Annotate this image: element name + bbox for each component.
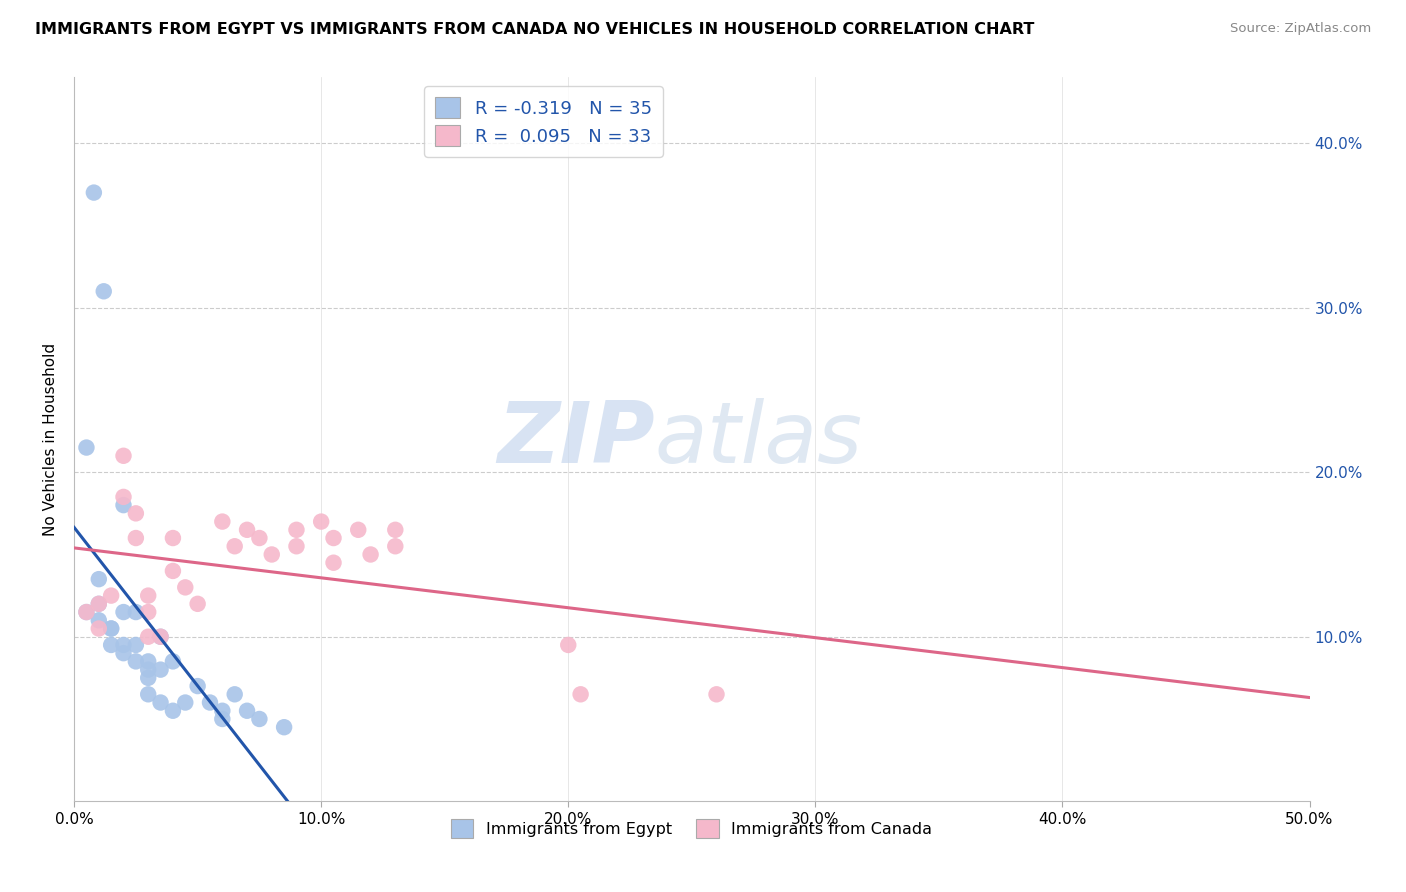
Point	[100, 622, 122, 636]
Point	[162, 654, 184, 668]
Point	[187, 597, 209, 611]
Point	[93, 285, 115, 299]
Point	[706, 687, 728, 701]
Point	[75, 605, 97, 619]
Point	[162, 564, 184, 578]
Point	[309, 515, 332, 529]
Point	[136, 589, 159, 603]
Y-axis label: No Vehicles in Household: No Vehicles in Household	[44, 343, 58, 536]
Point	[236, 523, 259, 537]
Point	[384, 523, 406, 537]
Point	[112, 646, 135, 660]
Point	[224, 687, 246, 701]
Point	[112, 638, 135, 652]
Text: atlas: atlas	[655, 398, 863, 481]
Point	[187, 679, 209, 693]
Point	[136, 671, 159, 685]
Point	[112, 449, 135, 463]
Point	[75, 441, 97, 455]
Point	[211, 712, 233, 726]
Point	[174, 580, 197, 594]
Point	[136, 663, 159, 677]
Point	[125, 605, 148, 619]
Point	[384, 539, 406, 553]
Point	[198, 696, 221, 710]
Point	[149, 696, 172, 710]
Point	[236, 704, 259, 718]
Point	[557, 638, 579, 652]
Point	[136, 630, 159, 644]
Point	[211, 515, 233, 529]
Point	[285, 539, 308, 553]
Point	[174, 696, 197, 710]
Point	[100, 622, 122, 636]
Point	[322, 531, 344, 545]
Point	[87, 597, 110, 611]
Point	[75, 605, 97, 619]
Point	[125, 654, 148, 668]
Point	[112, 490, 135, 504]
Point	[112, 605, 135, 619]
Point	[162, 531, 184, 545]
Point	[273, 720, 295, 734]
Text: IMMIGRANTS FROM EGYPT VS IMMIGRANTS FROM CANADA NO VEHICLES IN HOUSEHOLD CORRELA: IMMIGRANTS FROM EGYPT VS IMMIGRANTS FROM…	[35, 22, 1035, 37]
Text: Source: ZipAtlas.com: Source: ZipAtlas.com	[1230, 22, 1371, 36]
Point	[100, 638, 122, 652]
Text: ZIP: ZIP	[498, 398, 655, 481]
Point	[83, 186, 105, 200]
Point	[125, 531, 148, 545]
Point	[149, 630, 172, 644]
Point	[87, 613, 110, 627]
Legend: Immigrants from Egypt, Immigrants from Canada: Immigrants from Egypt, Immigrants from C…	[444, 813, 939, 844]
Point	[347, 523, 370, 537]
Point	[162, 704, 184, 718]
Point	[125, 638, 148, 652]
Point	[136, 605, 159, 619]
Point	[112, 498, 135, 512]
Point	[322, 556, 344, 570]
Point	[125, 507, 148, 521]
Point	[360, 548, 382, 562]
Point	[285, 523, 308, 537]
Point	[260, 548, 283, 562]
Point	[224, 539, 246, 553]
Point	[87, 622, 110, 636]
Point	[149, 630, 172, 644]
Point	[247, 712, 270, 726]
Point	[149, 663, 172, 677]
Point	[87, 572, 110, 586]
Point	[136, 687, 159, 701]
Point	[247, 531, 270, 545]
Point	[211, 704, 233, 718]
Point	[87, 597, 110, 611]
Point	[100, 589, 122, 603]
Point	[569, 687, 592, 701]
Point	[136, 654, 159, 668]
